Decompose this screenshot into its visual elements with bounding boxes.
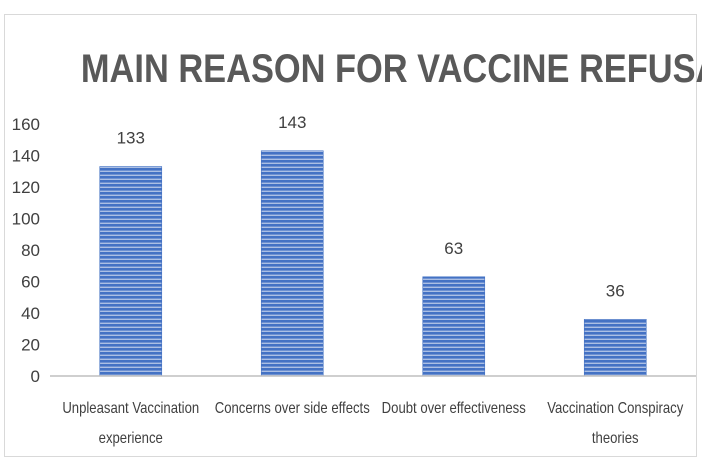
y-axis: 0 20 40 60 80 100 120 140 160 [12, 115, 40, 386]
y-tick-label: 100 [12, 210, 40, 229]
bar [422, 276, 486, 377]
y-tick-label: 40 [21, 304, 40, 323]
category-label: Doubt over effectiveness [382, 400, 526, 417]
y-tick-label: 0 [31, 367, 40, 386]
data-label: 133 [117, 129, 145, 148]
y-tick-label: 60 [21, 273, 40, 292]
data-label: 63 [444, 239, 463, 258]
category-label: theories [592, 430, 639, 447]
category-label: Unpleasant Vaccination [62, 400, 199, 417]
y-tick-label: 80 [21, 241, 40, 260]
category-label: Vaccination Conspiracy [547, 400, 684, 417]
y-tick-label: 160 [12, 115, 40, 134]
category-label: experience [99, 430, 163, 447]
y-tick-label: 20 [21, 336, 40, 355]
data-label: 143 [278, 113, 306, 132]
category-label: Concerns over side effects [215, 400, 370, 417]
data-label: 36 [606, 281, 625, 300]
bar [583, 318, 647, 377]
chart-title: MAIN REASON FOR VACCINE REFUSAL [81, 46, 702, 91]
bar [99, 166, 163, 377]
y-tick-label: 120 [12, 178, 40, 197]
data-labels-group: 133 143 63 36 [117, 113, 625, 301]
bar [260, 150, 324, 377]
bars-group [99, 150, 647, 377]
x-axis-labels: Unpleasant Vaccination experience Concerns… [62, 400, 684, 447]
y-tick-label: 140 [12, 147, 40, 166]
